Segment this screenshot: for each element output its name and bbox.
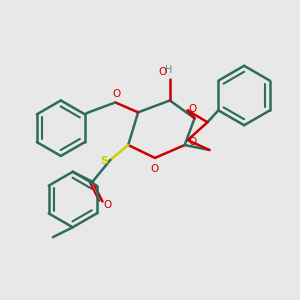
Text: O: O bbox=[103, 200, 112, 211]
Text: O: O bbox=[151, 164, 159, 174]
Text: H: H bbox=[165, 65, 172, 75]
Text: O: O bbox=[159, 67, 167, 77]
Text: O: O bbox=[188, 104, 197, 114]
Text: S: S bbox=[100, 156, 108, 166]
Text: O: O bbox=[112, 89, 120, 100]
Text: O: O bbox=[188, 137, 197, 147]
